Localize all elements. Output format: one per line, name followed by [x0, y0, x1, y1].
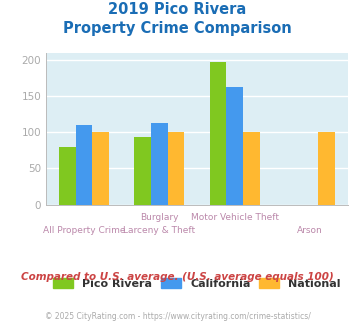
Bar — [135, 137, 151, 205]
Legend: Pico Rivera, California, National: Pico Rivera, California, National — [49, 273, 345, 293]
Bar — [243, 132, 260, 205]
Text: Compared to U.S. average. (U.S. average equals 100): Compared to U.S. average. (U.S. average … — [21, 272, 334, 282]
Text: All Property Crime: All Property Crime — [43, 226, 125, 235]
Bar — [168, 132, 184, 205]
Text: Property Crime Comparison: Property Crime Comparison — [63, 21, 292, 36]
Bar — [151, 123, 168, 205]
Text: Motor Vehicle Theft: Motor Vehicle Theft — [191, 213, 279, 222]
Bar — [92, 132, 109, 205]
Bar — [76, 125, 92, 205]
Bar — [226, 87, 243, 205]
Bar — [318, 132, 335, 205]
Text: Burglary: Burglary — [140, 213, 179, 222]
Text: Larceny & Theft: Larceny & Theft — [123, 226, 195, 235]
Text: 2019 Pico Rivera: 2019 Pico Rivera — [108, 2, 247, 16]
Text: Arson: Arson — [297, 226, 323, 235]
Text: © 2025 CityRating.com - https://www.cityrating.com/crime-statistics/: © 2025 CityRating.com - https://www.city… — [45, 312, 310, 321]
Bar — [210, 62, 226, 205]
Bar — [59, 148, 76, 205]
